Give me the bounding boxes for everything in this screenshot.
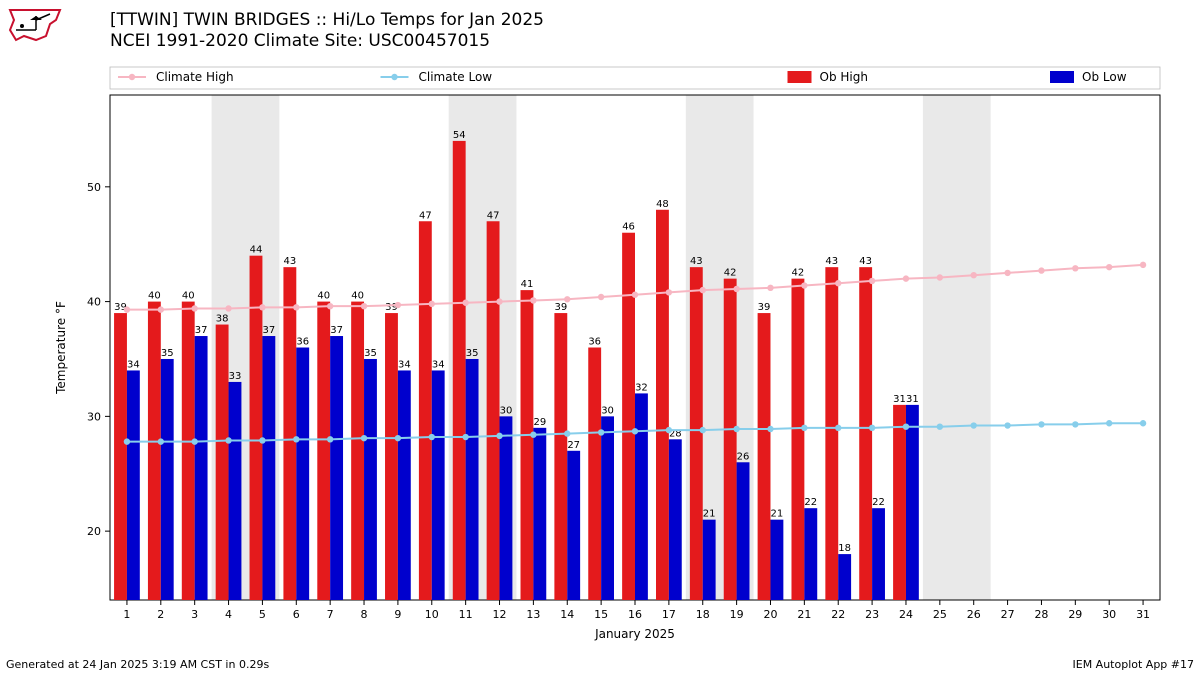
svg-text:40: 40	[351, 291, 364, 302]
svg-text:Ob High: Ob High	[820, 70, 868, 84]
svg-text:Climate Low: Climate Low	[419, 70, 493, 84]
svg-text:13: 13	[526, 608, 540, 621]
svg-text:38: 38	[216, 314, 229, 325]
svg-text:22: 22	[804, 497, 817, 508]
svg-text:31: 31	[1136, 608, 1150, 621]
svg-text:37: 37	[330, 325, 343, 336]
svg-text:21: 21	[703, 509, 716, 520]
svg-text:1: 1	[123, 608, 130, 621]
svg-text:44: 44	[250, 245, 263, 256]
svg-text:18: 18	[838, 543, 851, 554]
svg-text:26: 26	[737, 451, 750, 462]
svg-text:21: 21	[771, 509, 784, 520]
svg-text:19: 19	[730, 608, 744, 621]
svg-text:20: 20	[87, 525, 101, 538]
svg-text:23: 23	[865, 608, 879, 621]
svg-text:22: 22	[831, 608, 845, 621]
svg-text:7: 7	[327, 608, 334, 621]
svg-text:17: 17	[662, 608, 676, 621]
svg-text:31: 31	[906, 394, 919, 405]
svg-text:22: 22	[872, 497, 885, 508]
svg-text:34: 34	[398, 359, 411, 370]
svg-text:6: 6	[293, 608, 300, 621]
svg-text:46: 46	[622, 222, 635, 233]
svg-text:18: 18	[696, 608, 710, 621]
svg-text:29: 29	[533, 417, 546, 428]
svg-text:30: 30	[1102, 608, 1116, 621]
svg-text:20: 20	[763, 608, 777, 621]
svg-text:30: 30	[601, 405, 614, 416]
svg-text:42: 42	[792, 268, 805, 279]
svg-text:35: 35	[466, 348, 479, 359]
svg-text:41: 41	[521, 279, 534, 290]
iem-logo-icon	[6, 6, 64, 44]
svg-text:Temperature °F: Temperature °F	[54, 301, 68, 395]
title-line-2: NCEI 1991-2020 Climate Site: USC00457015	[110, 31, 544, 52]
svg-text:43: 43	[283, 256, 296, 267]
svg-text:25: 25	[933, 608, 947, 621]
svg-text:3: 3	[191, 608, 198, 621]
svg-text:31: 31	[893, 394, 906, 405]
svg-text:35: 35	[364, 348, 377, 359]
svg-text:Climate High: Climate High	[156, 70, 234, 84]
svg-text:5: 5	[259, 608, 266, 621]
svg-text:47: 47	[487, 210, 500, 221]
svg-text:43: 43	[859, 256, 872, 267]
svg-text:40: 40	[148, 291, 161, 302]
svg-text:34: 34	[432, 359, 445, 370]
svg-text:40: 40	[317, 291, 330, 302]
svg-text:11: 11	[459, 608, 473, 621]
svg-text:January 2025: January 2025	[594, 627, 675, 641]
svg-text:28: 28	[1034, 608, 1048, 621]
svg-text:34: 34	[127, 359, 140, 370]
svg-text:21: 21	[797, 608, 811, 621]
title-line-1: [TTWIN] TWIN BRIDGES :: Hi/Lo Temps for …	[110, 10, 544, 31]
svg-text:36: 36	[296, 337, 309, 348]
svg-text:50: 50	[87, 181, 101, 194]
svg-text:29: 29	[1068, 608, 1082, 621]
svg-text:30: 30	[500, 405, 513, 416]
svg-text:37: 37	[262, 325, 275, 336]
svg-text:24: 24	[899, 608, 913, 621]
svg-text:43: 43	[825, 256, 838, 267]
svg-text:42: 42	[724, 268, 737, 279]
svg-text:8: 8	[361, 608, 368, 621]
svg-text:47: 47	[419, 210, 432, 221]
footer-generated: Generated at 24 Jan 2025 3:19 AM CST in …	[6, 658, 269, 671]
svg-text:40: 40	[182, 291, 195, 302]
svg-text:Ob Low: Ob Low	[1082, 70, 1127, 84]
svg-text:32: 32	[635, 382, 648, 393]
svg-text:35: 35	[161, 348, 174, 359]
svg-text:43: 43	[690, 256, 703, 267]
svg-text:39: 39	[758, 302, 771, 313]
svg-text:27: 27	[567, 440, 580, 451]
svg-text:9: 9	[394, 608, 401, 621]
svg-text:30: 30	[87, 410, 101, 423]
svg-text:39: 39	[554, 302, 567, 313]
svg-text:37: 37	[195, 325, 208, 336]
footer-appid: IEM Autoplot App #17	[1073, 658, 1195, 671]
svg-text:40: 40	[87, 296, 101, 309]
svg-text:14: 14	[560, 608, 574, 621]
chart-title: [TTWIN] TWIN BRIDGES :: Hi/Lo Temps for …	[110, 10, 544, 53]
svg-text:15: 15	[594, 608, 608, 621]
svg-text:4: 4	[225, 608, 232, 621]
svg-text:26: 26	[967, 608, 981, 621]
svg-text:2: 2	[157, 608, 164, 621]
svg-text:10: 10	[425, 608, 439, 621]
svg-text:48: 48	[656, 199, 669, 210]
svg-text:16: 16	[628, 608, 642, 621]
svg-text:36: 36	[588, 337, 601, 348]
temperature-chart: 20304050Temperature °F123456789101112131…	[0, 60, 1200, 650]
svg-text:54: 54	[453, 130, 466, 141]
svg-text:27: 27	[1001, 608, 1015, 621]
svg-text:12: 12	[493, 608, 507, 621]
svg-text:33: 33	[229, 371, 242, 382]
